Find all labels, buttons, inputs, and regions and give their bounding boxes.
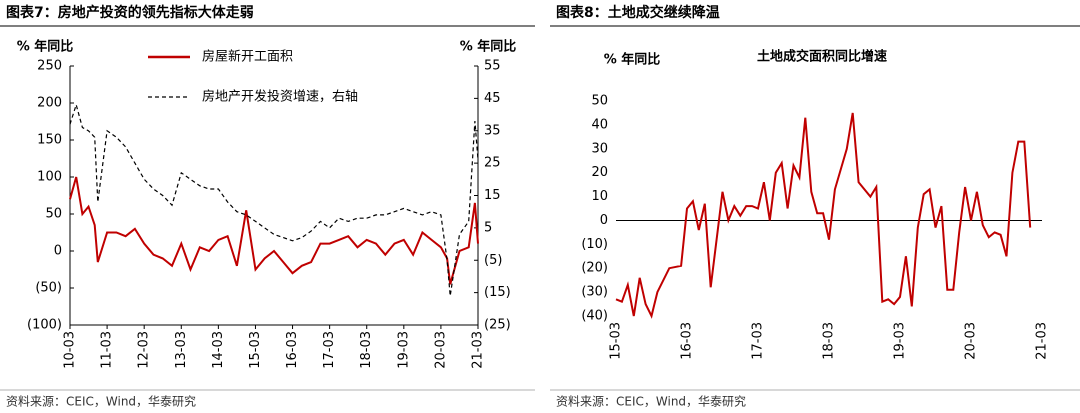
y-tick-label: 150 [37,133,62,148]
y-tick-label: 20 [591,165,608,180]
x-tick-label: 12-03 [137,331,152,369]
x-tick-label: 17-03 [751,322,766,360]
x-tick-label: 10-03 [63,331,78,369]
legend-label: 房地产开发投资增速，右轴 [202,89,358,105]
x-tick-label: 15-03 [609,322,624,360]
x-tick-label: 11-03 [100,331,115,369]
series-line [615,112,1032,319]
y-tick-label: 50 [45,207,62,222]
x-tick-label: 18-03 [359,331,374,369]
y-tick-label: (100) [27,318,62,333]
y-tick-label: 200 [37,96,62,111]
y-tick-label: (30) [581,285,608,300]
x-tick-label: 18-03 [822,322,837,360]
x-tick-label: 21-03 [471,331,486,369]
y2-tick-label: 25 [484,156,501,171]
y-tick-label: 10 [591,189,608,204]
plot-title: 土地成交面积同比增速 [757,49,887,65]
x-tick-label: 14-03 [211,331,226,369]
x-tick-label: 13-03 [174,331,189,369]
y-tick-label: (50) [35,281,62,296]
series-line [69,102,479,296]
y2-tick-label: 5 [484,220,492,235]
x-tick-label: 19-03 [893,322,908,360]
y-tick-label: (10) [581,237,608,252]
source-note: 资料来源：CEIC，Wind，华泰研究 [6,394,196,409]
series-line [69,176,479,285]
y2-tick-label: (15) [484,285,511,300]
y-tick-label: (40) [581,309,608,324]
source-note: 资料来源：CEIC，Wind，华泰研究 [556,394,746,409]
chart-title: 图表7：房地产投资的领先指标大体走弱 [6,4,254,21]
y-tick-label: 100 [37,170,62,185]
y2-tick-label: (5) [484,253,502,268]
y2-tick-label: 15 [484,188,501,203]
y2-tick-label: 45 [484,91,501,106]
y2-tick-label: 55 [484,59,501,74]
y-tick-label: 40 [591,117,608,132]
x-tick-label: 16-03 [680,322,695,360]
y-tick-label: (20) [581,261,608,276]
y-tick-label: 30 [591,141,608,156]
x-tick-label: 15-03 [248,331,263,369]
x-tick-label: 19-03 [396,331,411,369]
x-tick-label: 21-03 [1035,322,1050,360]
y-tick-label: 0 [600,213,608,228]
y2-tick-label: 35 [484,123,501,138]
y2-axis-label: % 年同比 [460,39,517,55]
y-axis-label: % 年同比 [17,39,74,55]
y-axis-label: % 年同比 [604,52,661,68]
y-tick-label: 0 [54,244,62,259]
y-tick-label: 50 [591,94,608,109]
x-tick-label: 20-03 [433,331,448,369]
chart-title: 图表8：土地成交继续降温 [556,4,720,21]
y-tick-label: 250 [37,59,62,74]
y2-tick-label: (25) [484,318,511,333]
x-tick-label: 16-03 [285,331,300,369]
legend-label: 房屋新开工面积 [202,49,293,65]
x-tick-label: 17-03 [322,331,337,369]
x-tick-label: 20-03 [964,322,979,360]
